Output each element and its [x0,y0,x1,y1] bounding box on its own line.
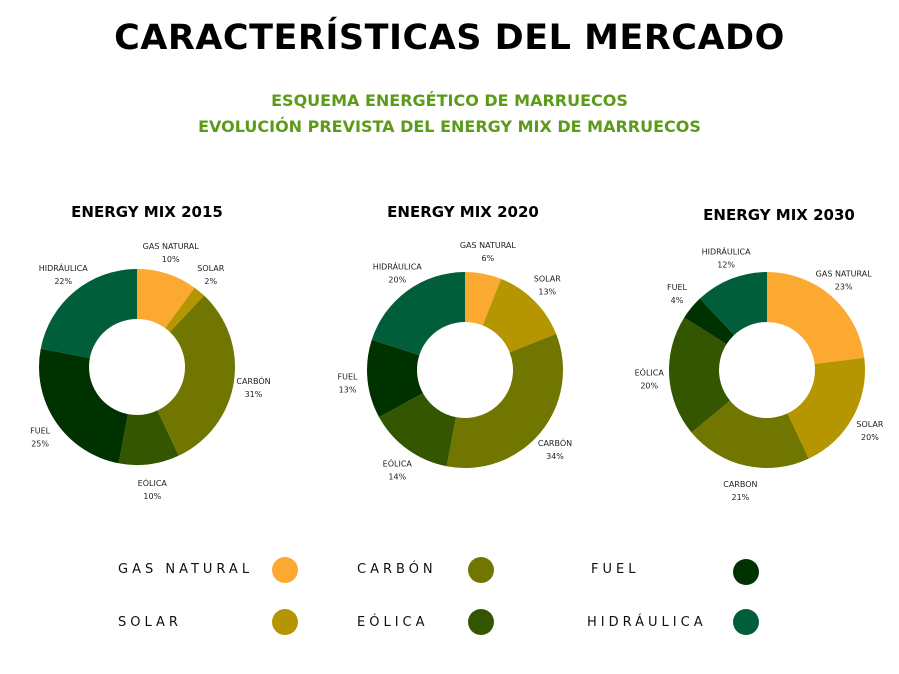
slice-carbon [691,400,809,469]
chart-title-2015: ENERGY MIX 2015 [71,203,223,221]
slice-value: 31% [245,390,263,399]
slice-eolica [379,393,457,467]
slice-label: CARBON [723,480,757,489]
slice-solar [787,357,866,459]
legend-swatch-fuel [733,559,759,585]
slice-value: 6% [482,254,495,263]
slice-eolica [668,317,731,433]
slice-fuel [367,339,423,418]
slice-fuel [38,348,129,464]
slice-value: 34% [546,452,564,461]
slice-eolica [118,410,179,465]
slice-label: HIDRÁULICA [373,260,423,271]
slice-label: FUEL [30,427,51,436]
legend-label-hidraulica: HIDRÁULICA [587,615,707,630]
slice-label: HIDRÁULICA [702,246,752,257]
slice-value: 25% [31,440,49,449]
legend-swatch-carbon [468,557,494,583]
slice-label: CARBÓN [538,437,572,448]
slice-value: 13% [538,288,556,297]
slice-value: 20% [640,382,658,391]
slice-label: FUEL [338,372,359,381]
slice-carbon [157,295,235,456]
slice-label: GAS NATURAL [460,241,517,250]
subtitle-2: EVOLUCIÓN PREVISTA DEL ENERGY MIX DE MAR… [198,117,701,136]
page-title: CARACTERÍSTICAS DEL MERCADO [114,18,785,58]
slice-hidraulica [40,269,137,359]
slice-value: 20% [388,275,406,284]
slice-solar [165,287,205,333]
slice-hidraulica [371,272,465,356]
slice-value: 4% [671,296,684,305]
slice-gas [767,272,865,364]
chart-title-2030: ENERGY MIX 2030 [703,206,855,224]
slice-gas [465,272,502,326]
subtitle-1: ESQUEMA ENERGÉTICO DE MARRUECOS [271,91,628,110]
slice-label: EÓLICA [138,477,168,488]
slice-label: EÓLICA [383,458,413,469]
legend-label-fuel: FUEL [591,562,640,577]
slice-hidraulica [699,272,767,336]
slice-value: 21% [731,493,749,502]
slice-fuel [684,298,735,345]
slice-value: 14% [388,473,406,482]
slice-label: SOLAR [856,420,883,429]
slice-label: EÓLICA [635,367,665,378]
slice-carbon [446,333,563,468]
legend-label-solar: SOLAR [118,615,182,630]
slice-label: HIDRÁULICA [39,262,89,273]
legend-swatch-solar [272,609,298,635]
slice-value: 22% [54,277,72,286]
slice-value: 13% [339,385,357,394]
legend-label-gas: GAS NATURAL [118,562,254,577]
chart-title-2020: ENERGY MIX 2020 [387,203,539,221]
slice-label: SOLAR [197,264,224,273]
legend-label-eolica: EÓLICA [357,615,429,630]
slice-label: SOLAR [534,275,561,284]
legend-swatch-eolica [468,609,494,635]
slice-value: 12% [717,261,735,270]
slice-label: GAS NATURAL [143,242,200,251]
legend-label-carbon: CARBÓN [357,562,437,577]
slice-value: 2% [204,277,217,286]
slice-value: 10% [162,255,180,264]
legend-swatch-hidraulica [733,609,759,635]
slice-label: FUEL [667,283,688,292]
legend-swatch-gas [272,557,298,583]
slice-solar [482,278,557,353]
slice-label: GAS NATURAL [816,269,873,278]
slice-label: CARBÓN [236,375,270,386]
slice-value: 23% [835,282,853,291]
slice-value: 20% [861,433,879,442]
slice-gas [137,269,195,329]
slice-value: 10% [143,492,161,501]
